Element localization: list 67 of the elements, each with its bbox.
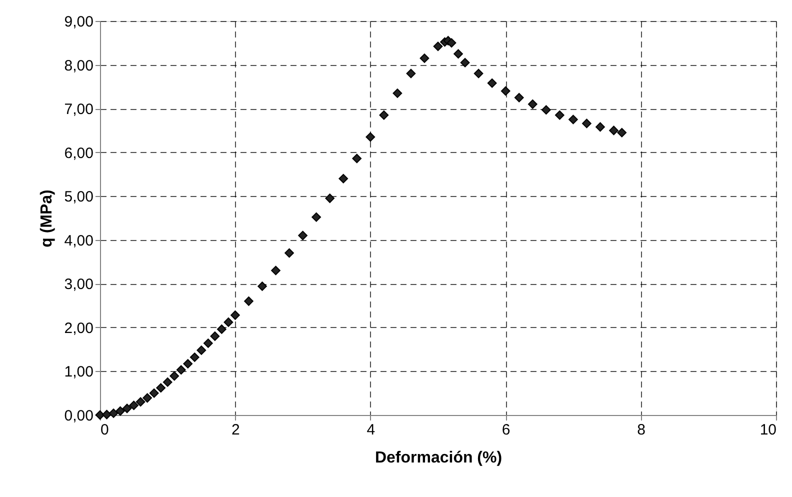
point <box>617 128 627 138</box>
y-axis-title: q (MPa) <box>38 190 56 248</box>
point <box>541 105 551 115</box>
point <box>582 118 592 128</box>
point <box>352 154 362 164</box>
point <box>142 393 152 403</box>
point <box>366 132 376 142</box>
point <box>609 126 618 136</box>
point <box>190 352 200 362</box>
x-tick-label: 8 <box>637 422 646 438</box>
point <box>258 282 267 291</box>
point <box>170 371 180 381</box>
point <box>500 86 510 96</box>
point <box>210 332 220 341</box>
point <box>196 346 206 355</box>
x-tick-label: 10 <box>760 422 776 438</box>
point <box>244 296 254 306</box>
point <box>460 58 470 68</box>
y-tick-label: 6,00 <box>64 144 94 162</box>
point <box>156 383 166 393</box>
x-axis-title: Deformación (%) <box>374 450 502 466</box>
point <box>216 324 226 334</box>
point <box>568 114 578 124</box>
point <box>554 110 564 120</box>
y-tick-label: 1,00 <box>64 364 94 381</box>
point <box>129 400 138 410</box>
y-tick-label: 0,00 <box>64 408 94 424</box>
x-tick-label: 6 <box>502 422 510 438</box>
point <box>514 92 524 102</box>
point <box>312 212 322 222</box>
point <box>224 318 234 327</box>
point <box>420 54 430 63</box>
x-tick-label: 4 <box>366 422 376 438</box>
point <box>298 230 308 240</box>
point <box>122 404 132 414</box>
point <box>338 174 348 184</box>
point <box>446 38 456 48</box>
point <box>183 359 193 368</box>
point <box>284 248 294 258</box>
y-tick-label: 9,00 <box>64 14 94 30</box>
point <box>596 122 605 132</box>
point <box>528 99 538 109</box>
point <box>454 49 463 59</box>
y-tick-label: 4,00 <box>64 232 94 250</box>
point <box>108 408 118 418</box>
point <box>203 338 213 348</box>
point <box>406 68 416 78</box>
point <box>162 377 172 387</box>
x-tick-label: 2 <box>232 422 240 438</box>
point <box>149 388 159 398</box>
point <box>116 406 125 416</box>
y-tick-label: 7,00 <box>64 101 94 118</box>
x-tick-label: 0 <box>100 422 109 438</box>
point <box>271 266 280 276</box>
point <box>392 88 402 98</box>
point <box>474 68 484 78</box>
point <box>176 365 186 375</box>
point <box>487 78 497 88</box>
point <box>230 310 240 320</box>
y-tick-label: 8,00 <box>64 57 94 74</box>
point <box>325 194 335 203</box>
point <box>379 110 389 120</box>
point <box>136 397 146 407</box>
point <box>433 42 443 52</box>
y-tick-label: 2,00 <box>64 320 94 337</box>
y-tick-label: 5,00 <box>64 188 94 206</box>
y-tick-label: 3,00 <box>64 276 94 294</box>
